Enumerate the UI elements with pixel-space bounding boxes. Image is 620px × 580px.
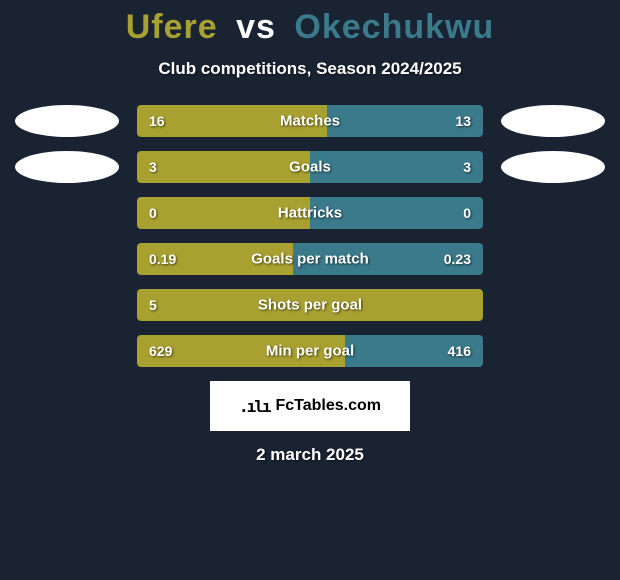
stat-value-left: 3 (149, 159, 157, 175)
stat-value-right: 3 (463, 159, 471, 175)
stat-row: Matches 16 13 (0, 105, 620, 137)
stat-value-left: 5 (149, 297, 157, 313)
subtitle: Club competitions, Season 2024/2025 (0, 59, 620, 79)
spacer (15, 243, 119, 275)
stat-value-left: 0 (149, 205, 157, 221)
spacer (501, 289, 605, 321)
spacer (501, 197, 605, 229)
stat-row: Goals per match 0.19 0.23 (0, 243, 620, 275)
stat-label: Hattricks (278, 205, 342, 222)
page-title: Ufere vs Okechukwu (0, 8, 620, 47)
player1-name: Ufere (126, 8, 218, 46)
stat-label: Goals (289, 159, 331, 176)
vs-label: vs (236, 8, 276, 46)
stat-bar: Goals per match 0.19 0.23 (137, 243, 483, 275)
stat-bar: Goals 3 3 (137, 151, 483, 183)
bar-left-fill (137, 151, 310, 183)
stat-value-right: 13 (455, 113, 471, 129)
stat-row: Hattricks 0 0 (0, 197, 620, 229)
stat-bar: Min per goal 629 416 (137, 335, 483, 367)
stat-row: Min per goal 629 416 (0, 335, 620, 367)
stat-value-right: 0 (463, 205, 471, 221)
player1-badge (15, 151, 119, 183)
attribution-badge: .ılı FcTables.com (210, 381, 410, 431)
comparison-card: Ufere vs Okechukwu Club competitions, Se… (0, 0, 620, 465)
bars-icon: .ılı (239, 397, 270, 416)
spacer (15, 289, 119, 321)
stat-label: Matches (280, 113, 340, 130)
stat-value-right: 0.23 (444, 251, 471, 267)
spacer (501, 335, 605, 367)
stat-row: Shots per goal 5 (0, 289, 620, 321)
stat-value-left: 16 (149, 113, 165, 129)
date-label: 2 march 2025 (0, 445, 620, 465)
stat-bar: Matches 16 13 (137, 105, 483, 137)
player1-badge (15, 105, 119, 137)
stat-label: Min per goal (266, 343, 354, 360)
stat-value-left: 629 (149, 343, 172, 359)
spacer (15, 197, 119, 229)
player2-badge (501, 151, 605, 183)
stat-row: Goals 3 3 (0, 151, 620, 183)
stat-rows: Matches 16 13 Goals 3 3 Hattricks 0 0 Goals per m… (0, 105, 620, 367)
player2-badge (501, 105, 605, 137)
stat-bar: Shots per goal 5 (137, 289, 483, 321)
player2-name: Okechukwu (294, 8, 494, 46)
bar-right-fill (310, 151, 483, 183)
stat-value-right: 416 (448, 343, 471, 359)
stat-value-left: 0.19 (149, 251, 176, 267)
stat-label: Goals per match (251, 251, 369, 268)
stat-label: Shots per goal (258, 297, 362, 314)
attribution-text: FcTables.com (276, 397, 382, 415)
spacer (501, 243, 605, 275)
spacer (15, 335, 119, 367)
stat-bar: Hattricks 0 0 (137, 197, 483, 229)
